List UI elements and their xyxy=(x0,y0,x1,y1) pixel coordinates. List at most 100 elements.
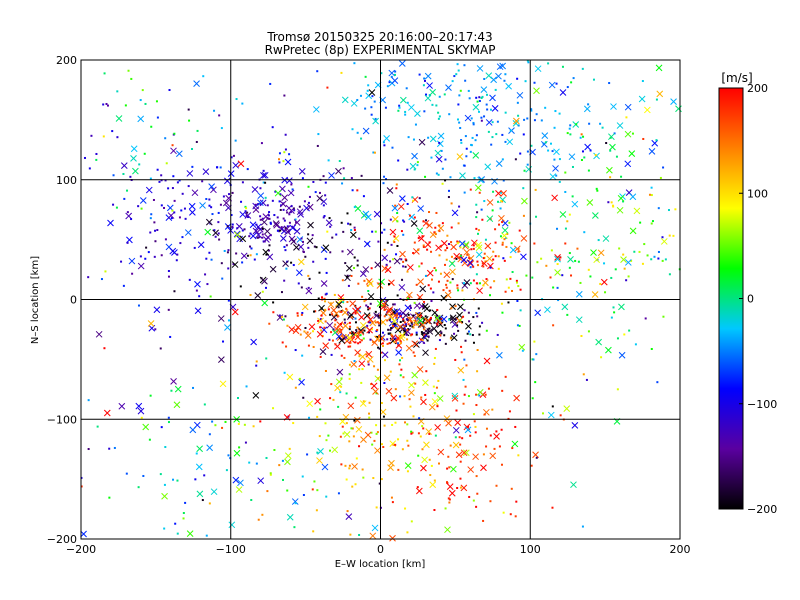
cross-marker xyxy=(286,177,293,184)
dot-marker xyxy=(440,331,443,334)
dot-marker xyxy=(554,110,557,113)
cross-marker xyxy=(137,407,145,415)
cross-marker xyxy=(435,317,443,325)
dot-marker xyxy=(181,236,184,239)
dot-marker xyxy=(274,190,277,193)
cross-marker xyxy=(381,254,389,262)
dot-marker xyxy=(358,533,361,536)
cross-marker xyxy=(257,477,265,485)
dot-marker xyxy=(179,242,182,245)
dot-marker xyxy=(438,224,441,227)
dot-marker xyxy=(316,451,319,454)
plot-frame xyxy=(80,59,681,540)
dot-marker xyxy=(610,201,613,204)
cross-marker xyxy=(272,220,280,227)
dot-marker xyxy=(558,112,561,115)
cross-marker xyxy=(206,444,213,452)
dot-marker xyxy=(403,325,406,328)
dot-marker xyxy=(303,330,306,333)
cross-marker xyxy=(600,278,608,286)
dot-marker xyxy=(468,97,471,100)
dot-marker xyxy=(422,305,425,308)
colorbar-tick-label: 0 xyxy=(747,293,754,306)
cross-marker xyxy=(304,332,312,339)
dot-marker xyxy=(184,217,187,220)
dot-marker xyxy=(253,258,256,261)
dot-marker xyxy=(406,101,409,104)
dot-marker xyxy=(211,213,214,216)
cross-marker xyxy=(308,323,316,331)
dot-marker xyxy=(354,312,357,315)
dot-marker xyxy=(353,226,356,229)
dot-marker xyxy=(250,247,253,250)
dot-marker xyxy=(391,335,394,338)
cross-marker xyxy=(475,241,482,249)
dot-marker xyxy=(382,446,385,449)
dot-marker xyxy=(342,167,345,170)
cross-marker xyxy=(373,210,381,218)
dot-marker xyxy=(458,436,461,439)
dot-marker xyxy=(545,264,548,267)
dot-marker xyxy=(395,183,398,186)
dot-marker xyxy=(356,326,359,329)
cross-marker xyxy=(419,285,427,293)
dot-marker xyxy=(362,400,365,403)
dot-marker xyxy=(315,246,318,249)
dot-marker xyxy=(505,278,508,281)
dot-marker xyxy=(383,228,386,231)
dot-marker xyxy=(372,477,375,480)
cross-marker xyxy=(371,339,378,347)
cross-marker xyxy=(378,278,385,286)
dot-marker xyxy=(335,314,338,317)
dot-marker xyxy=(568,127,571,130)
dot-marker xyxy=(442,289,445,292)
cross-marker xyxy=(194,307,202,315)
cross-marker xyxy=(435,244,442,252)
dot-marker xyxy=(357,332,360,335)
dot-marker xyxy=(217,232,220,235)
dot-marker xyxy=(446,247,449,250)
dot-marker xyxy=(395,253,398,256)
dot-marker xyxy=(440,149,443,152)
dot-marker xyxy=(208,433,211,436)
dot-marker xyxy=(411,323,414,326)
dot-marker xyxy=(291,225,294,228)
dot-marker xyxy=(137,304,140,307)
dot-marker xyxy=(227,249,230,252)
dot-marker xyxy=(356,259,359,262)
dot-marker xyxy=(377,314,380,317)
cross-marker xyxy=(419,321,426,329)
dot-marker xyxy=(420,262,423,265)
dot-marker xyxy=(527,61,530,64)
dot-marker xyxy=(426,339,429,342)
cross-marker xyxy=(284,452,292,460)
dot-marker xyxy=(340,310,343,313)
dot-marker xyxy=(413,241,416,244)
dot-marker xyxy=(499,235,502,238)
dot-marker xyxy=(535,113,538,116)
dot-marker xyxy=(515,279,518,282)
dot-marker xyxy=(102,135,105,138)
cross-marker xyxy=(347,402,355,410)
dot-marker xyxy=(385,313,388,316)
cross-marker xyxy=(426,82,433,89)
dot-marker xyxy=(164,446,167,449)
dot-marker xyxy=(372,151,375,154)
dot-marker xyxy=(249,245,252,248)
dot-marker xyxy=(419,435,422,438)
dot-marker xyxy=(515,281,518,284)
dot-marker xyxy=(182,512,185,515)
cross-marker xyxy=(312,106,320,113)
dot-marker xyxy=(518,324,521,327)
cross-marker xyxy=(448,489,456,497)
dot-marker xyxy=(531,276,534,279)
dot-marker xyxy=(424,315,427,318)
dot-marker xyxy=(353,360,356,363)
dot-marker xyxy=(417,454,420,457)
dot-marker xyxy=(168,89,171,92)
dot-marker xyxy=(609,149,612,152)
dot-marker xyxy=(131,272,134,275)
dot-marker xyxy=(438,230,441,233)
cross-marker xyxy=(202,168,210,175)
cross-marker xyxy=(388,459,395,467)
